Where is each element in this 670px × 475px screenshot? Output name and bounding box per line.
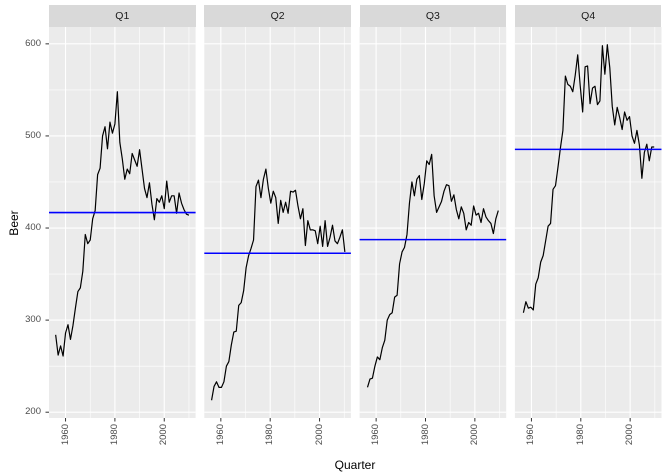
x-tick-label: 1980 xyxy=(264,424,276,446)
x-tick-label: 1960 xyxy=(525,424,537,446)
panel-background xyxy=(49,27,196,418)
x-tick-label: 2000 xyxy=(468,424,480,446)
series-line xyxy=(55,91,190,357)
facet-strip-q1: Q1 xyxy=(49,5,196,27)
y-tick-label: 600 xyxy=(25,37,41,49)
series-line xyxy=(366,153,499,388)
facet-strip-label: Q4 xyxy=(581,10,596,22)
x-tick-label: 1960 xyxy=(370,424,382,446)
x-axis-title: Quarter xyxy=(334,458,376,472)
y-tick-label: 400 xyxy=(25,222,41,233)
series-line xyxy=(522,44,655,313)
facet-strip-q3: Q3 xyxy=(359,5,507,27)
y-tick-label: 500 xyxy=(25,129,41,141)
series-line xyxy=(210,168,346,401)
x-tick-label: 1960 xyxy=(59,424,71,446)
panel-background xyxy=(359,27,507,418)
facet-strip-q2: Q2 xyxy=(204,5,351,27)
facet-strip-label: Q1 xyxy=(115,10,130,22)
x-tick-label: 2000 xyxy=(158,424,170,446)
facet-strip-q4: Q4 xyxy=(514,5,662,27)
y-tick-label: 300 xyxy=(25,314,41,326)
x-tick-label: 1960 xyxy=(214,424,226,446)
facet-strip-label: Q3 xyxy=(425,10,440,22)
x-tick-label: 1980 xyxy=(574,424,586,446)
y-tick-label: 200 xyxy=(25,406,41,418)
facet-strip-label: Q2 xyxy=(270,10,285,22)
x-tick-label: 2000 xyxy=(624,424,636,446)
panel-background xyxy=(514,27,662,418)
x-tick-label: 2000 xyxy=(313,424,325,446)
x-tick-label: 1980 xyxy=(108,424,120,446)
x-tick-label: 1980 xyxy=(419,424,431,446)
